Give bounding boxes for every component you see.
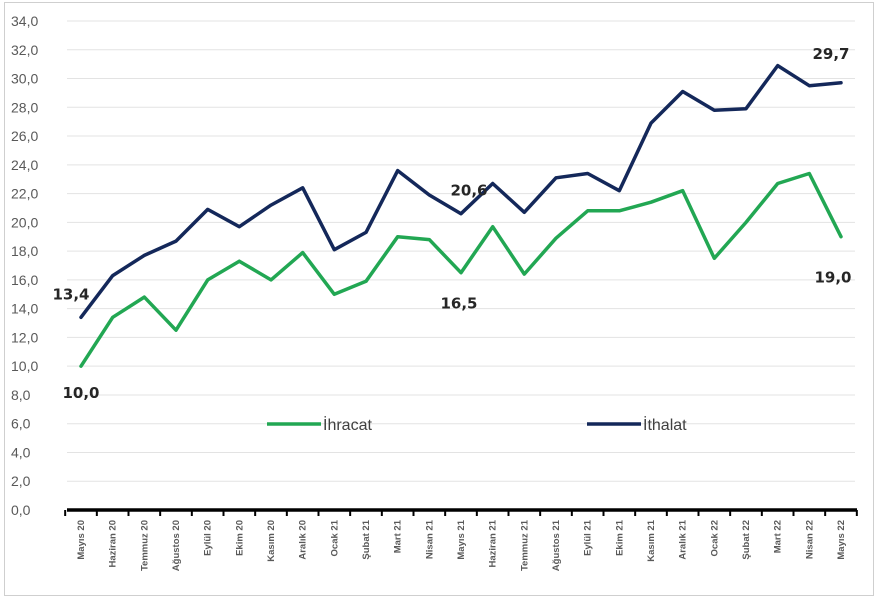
y-tick-label: 2,0 [11, 473, 31, 489]
x-tick-label: Aralık 21 [678, 519, 689, 559]
x-tick-label: Şubat 21 [361, 519, 372, 559]
grid-lines [67, 20, 855, 482]
y-tick-label: 26,0 [11, 128, 38, 144]
x-axis-ticks: Mayıs 20 Haziran 20 Temmuz 20 Ağustos 20 Eyl… [76, 519, 847, 571]
x-tick-label: Aralık 20 [298, 520, 309, 560]
y-tick-label: 8,0 [11, 387, 31, 403]
y-tick-label: 24,0 [11, 157, 38, 173]
data-label: 20,6 [450, 182, 487, 200]
data-labels: 10,0 13,4 16,5 20,6 19,0 29,7 [52, 45, 851, 402]
data-label: 19,0 [814, 269, 851, 287]
x-tick-label: Mayıs 20 [76, 520, 87, 560]
y-tick-label: 20,0 [11, 214, 38, 230]
x-tick-label: Kasım 20 [266, 520, 277, 562]
y-tick-label: 0,0 [11, 502, 31, 518]
y-tick-label: 12,0 [11, 329, 38, 345]
series-line-ihracat [79, 171, 843, 368]
x-tick-label: Kasım 21 [646, 519, 657, 561]
legend: İhracat İthalat [267, 415, 687, 434]
x-tick-label: Ekim 21 [614, 519, 625, 556]
x-tick-label: Temmuz 21 [519, 519, 530, 571]
x-tick-label: Haziran 21 [488, 519, 499, 567]
y-tick-label: 6,0 [11, 416, 31, 432]
y-tick-label: 34,0 [11, 13, 38, 29]
x-tick-label: Mayıs 21 [456, 519, 467, 559]
x-tick-label: Mart 21 [393, 519, 404, 553]
x-tick-label: Ekim 20 [234, 520, 245, 556]
x-tick-label: Ocak 22 [709, 520, 720, 556]
legend-label: İthalat [643, 415, 687, 434]
x-tick-label: Nisan 22 [804, 520, 815, 559]
y-tick-label: 10,0 [11, 358, 38, 374]
series-line-ithalat [79, 63, 843, 320]
y-tick-label: 14,0 [11, 301, 38, 317]
data-label: 10,0 [62, 384, 99, 402]
x-tick-label: Mart 22 [773, 520, 784, 553]
x-tick-label: Temmuz 20 [139, 520, 150, 571]
x-tick-label: Haziran 20 [108, 520, 119, 568]
series-lines [79, 63, 843, 368]
y-tick-label: 16,0 [11, 272, 38, 288]
legend-label: İhracat [323, 415, 372, 434]
y-tick-label: 30,0 [11, 71, 38, 87]
x-tick-label: Ağustos 21 [551, 519, 562, 571]
line-chart: 0,0 2,0 4,0 6,0 8,0 10,0 12,0 14,0 16,0 18,0 20,0 2… [11, 13, 858, 571]
data-label: 13,4 [52, 285, 89, 303]
chart-frame: 0,0 2,0 4,0 6,0 8,0 10,0 12,0 14,0 16,0 18,0 20,0 2… [4, 2, 874, 596]
data-label: 29,7 [812, 45, 849, 63]
x-tick-label: Nisan 21 [424, 519, 435, 559]
x-tick-label: Ocak 21 [329, 519, 340, 556]
y-tick-label: 18,0 [11, 243, 38, 259]
y-tick-label: 32,0 [11, 42, 38, 58]
y-tick-label: 22,0 [11, 186, 38, 202]
data-label: 16,5 [440, 295, 477, 313]
x-tick-label: Eylül 21 [583, 519, 594, 556]
y-axis-ticks: 0,0 2,0 4,0 6,0 8,0 10,0 12,0 14,0 16,0 18,0 20,0 2… [11, 13, 38, 518]
y-tick-label: 4,0 [11, 444, 31, 460]
x-tick-label: Ağustos 20 [171, 520, 182, 571]
y-tick-label: 28,0 [11, 99, 38, 115]
x-tick-label: Şubat 22 [741, 520, 752, 560]
x-tick-label: Mayıs 22 [836, 520, 847, 560]
x-tick-label: Eylül 20 [203, 520, 214, 556]
x-axis [64, 508, 858, 516]
